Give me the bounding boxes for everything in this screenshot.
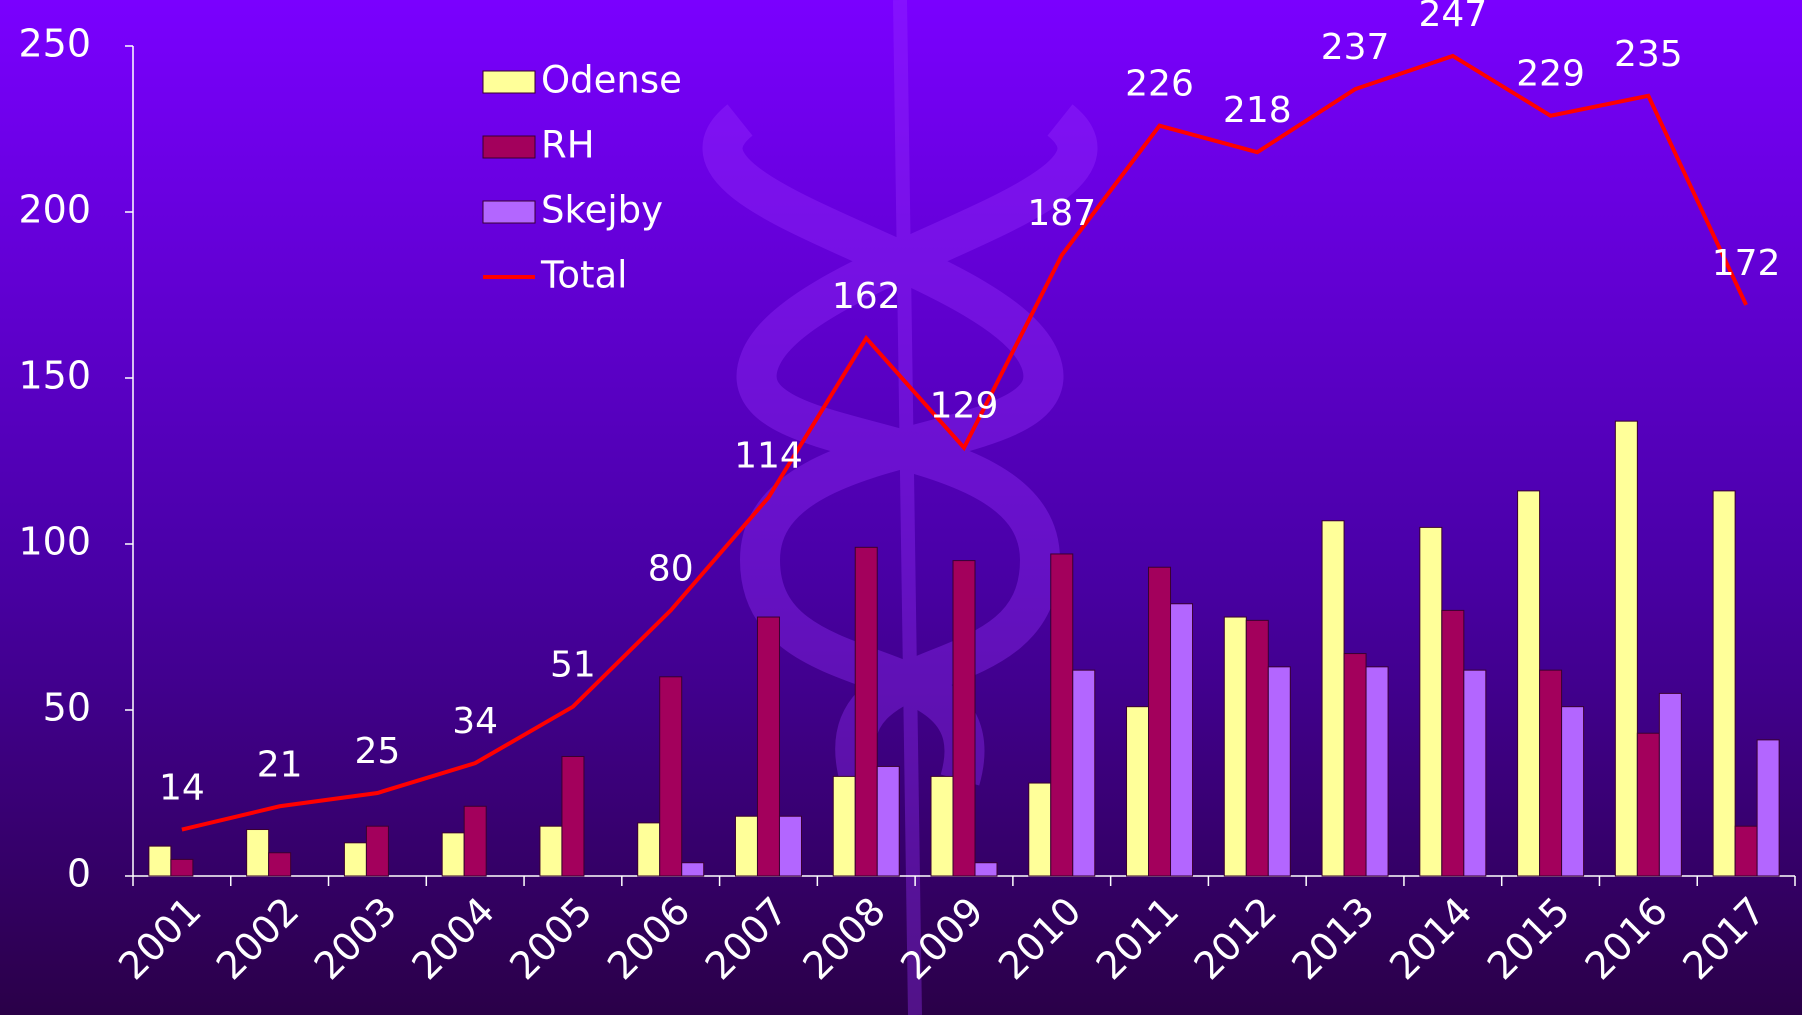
y-tick-label: 0	[67, 852, 91, 896]
bar	[681, 862, 705, 877]
bar	[1050, 553, 1074, 877]
bar	[974, 862, 998, 877]
bar	[441, 832, 465, 877]
bar	[1170, 603, 1194, 877]
bar	[1463, 669, 1487, 877]
y-tick-label: 200	[18, 188, 91, 232]
bar	[1658, 692, 1682, 877]
bar	[1419, 526, 1443, 877]
bar	[1517, 490, 1541, 877]
bar	[1126, 706, 1150, 877]
bar	[463, 805, 487, 877]
bar	[1148, 566, 1172, 877]
bar	[1028, 782, 1052, 877]
bar	[1712, 490, 1736, 877]
bar	[343, 842, 367, 877]
legend-swatch	[482, 200, 536, 224]
bar	[1756, 739, 1780, 877]
bar	[1072, 669, 1096, 877]
bar	[1321, 520, 1345, 877]
bar	[539, 825, 563, 877]
y-tick-label: 250	[18, 22, 91, 66]
bar	[170, 858, 194, 877]
bar	[930, 775, 954, 877]
data-label: 247	[1418, 0, 1487, 35]
data-label: 235	[1614, 34, 1683, 75]
bar	[1561, 706, 1585, 877]
bar	[365, 825, 389, 877]
data-label: 226	[1125, 64, 1194, 105]
bar	[952, 560, 976, 877]
legend-label: Total	[540, 254, 627, 297]
data-label: 229	[1516, 54, 1585, 95]
data-label: 14	[159, 768, 205, 809]
bar	[876, 765, 900, 877]
data-label: 129	[930, 386, 999, 427]
legend-label: Odense	[541, 59, 682, 102]
bar	[734, 815, 758, 877]
bar	[1636, 732, 1660, 877]
bar	[1539, 669, 1563, 877]
data-label: 162	[832, 276, 901, 317]
data-label: 51	[550, 645, 596, 686]
bar	[1734, 825, 1758, 877]
line	[181, 53, 1748, 832]
bar	[246, 829, 270, 877]
bar	[637, 822, 661, 877]
bar	[832, 775, 856, 877]
data-label: 187	[1027, 193, 1096, 234]
bar	[561, 755, 585, 877]
bar	[778, 815, 802, 877]
bar	[1267, 666, 1291, 877]
bar	[1441, 609, 1465, 877]
bar	[148, 845, 172, 877]
bar	[854, 546, 878, 877]
bar	[1365, 666, 1389, 877]
legend-swatch	[482, 70, 536, 94]
data-label: 218	[1223, 90, 1292, 131]
y-tick-label: 50	[43, 686, 91, 730]
bar	[1614, 420, 1638, 877]
bar	[756, 616, 780, 877]
legend-label: RH	[541, 124, 595, 167]
legend-swatch	[482, 135, 536, 159]
data-label: 114	[734, 436, 803, 477]
y-tick-label: 150	[18, 354, 91, 398]
data-label: 25	[355, 731, 401, 772]
y-tick-label: 100	[18, 520, 91, 564]
bar	[1223, 616, 1247, 877]
data-label: 34	[452, 701, 498, 742]
legend-label: Skejby	[541, 189, 663, 232]
data-label: 172	[1712, 243, 1781, 284]
bar	[659, 676, 683, 877]
data-label: 80	[648, 548, 694, 589]
bar	[1343, 653, 1367, 877]
bar	[1245, 619, 1269, 877]
bar	[268, 852, 292, 877]
data-label: 21	[257, 744, 303, 785]
data-label: 237	[1321, 27, 1390, 68]
